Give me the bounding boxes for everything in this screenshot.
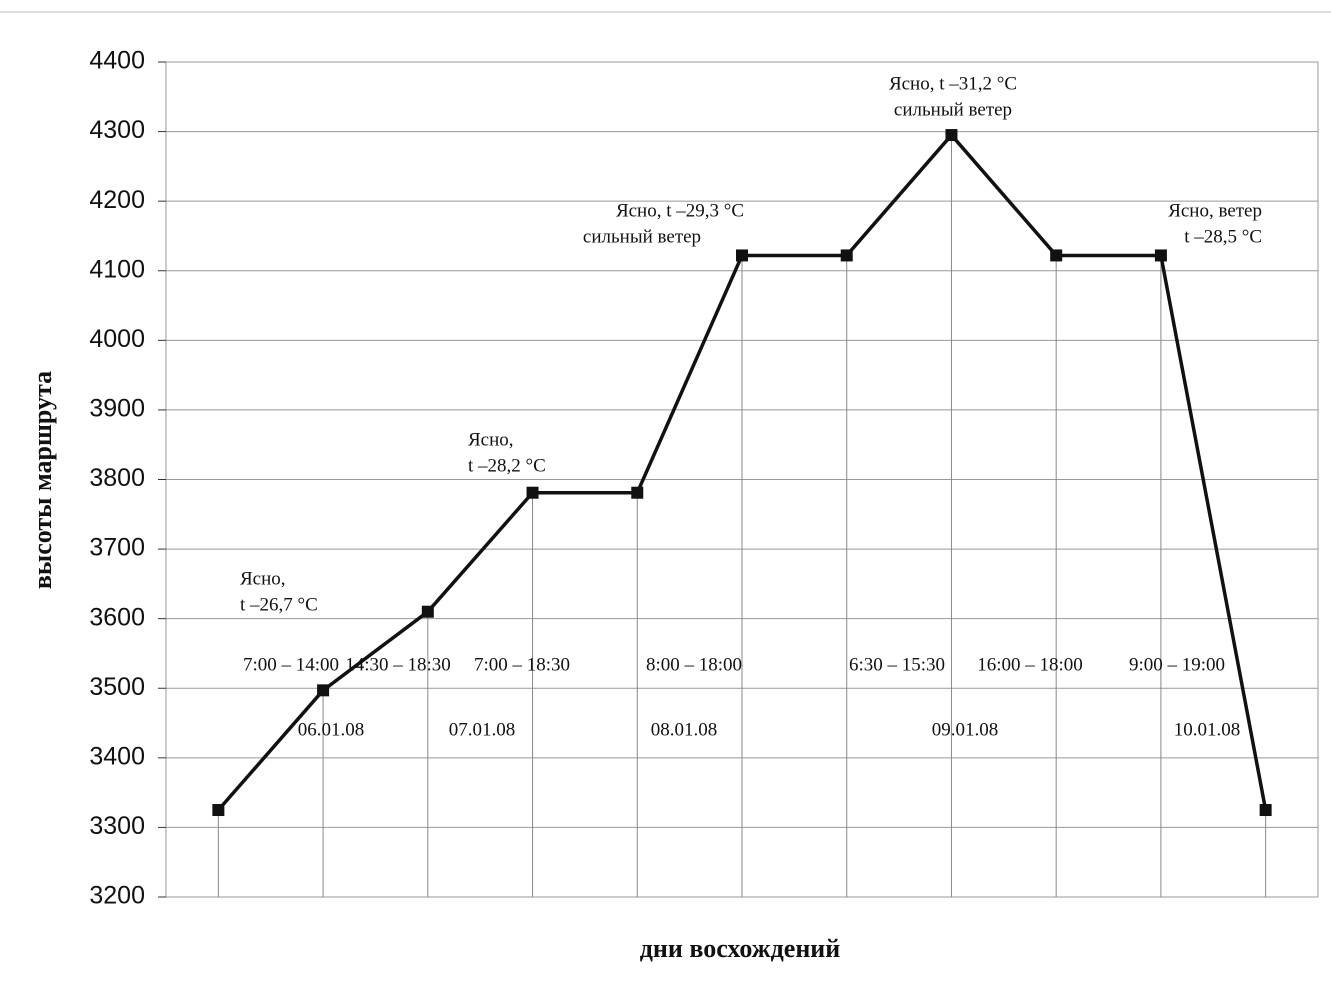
marker	[212, 804, 225, 817]
annotation: сильный ветер	[583, 226, 701, 247]
marker	[526, 486, 539, 499]
y-tick-label: 3400	[89, 742, 145, 770]
marker	[840, 249, 853, 262]
y-tick-label: 4000	[89, 325, 145, 353]
time-label: 9:00 – 19:00	[1129, 654, 1225, 675]
marker	[1050, 249, 1063, 262]
time-label: 16:00 – 18:00	[977, 654, 1083, 675]
date-label: 09.01.08	[932, 719, 999, 740]
marker	[317, 684, 330, 697]
y-tick-label: 3300	[89, 812, 145, 840]
date-label: 07.01.08	[449, 719, 516, 740]
marker	[421, 605, 434, 618]
y-tick-label: 3200	[89, 882, 145, 910]
y-tick-label: 4100	[89, 255, 145, 283]
annotation: Ясно, t –31,2 °C	[889, 73, 1017, 94]
annotation: Ясно, t –29,3 °C	[616, 200, 744, 221]
y-tick-label: 3800	[89, 464, 145, 492]
annotation: t –28,5 °C	[1184, 226, 1262, 247]
y-tick-label: 4400	[89, 47, 145, 75]
date-label: 08.01.08	[651, 719, 718, 740]
time-label: 14:30 – 18:30	[345, 654, 451, 675]
date-label: 06.01.08	[298, 719, 365, 740]
marker	[945, 129, 958, 142]
y-tick-label: 3700	[89, 534, 145, 562]
annotation: Ясно,	[240, 568, 286, 589]
y-tick-label: 4200	[89, 186, 145, 214]
y-tick-label: 3600	[89, 603, 145, 631]
time-label: 8:00 – 18:00	[646, 654, 742, 675]
annotation: Ясно,	[468, 429, 514, 450]
marker	[631, 486, 644, 499]
annotation: t –26,7 °C	[240, 594, 318, 615]
marker	[1259, 804, 1272, 817]
time-label: 7:00 – 18:30	[474, 654, 570, 675]
time-label: 7:00 – 14:00	[243, 654, 339, 675]
annotation: сильный ветер	[894, 99, 1012, 120]
y-tick-label: 3500	[89, 673, 145, 701]
y-axis-label: высоты маршрута	[28, 371, 57, 589]
annotation: t –28,2 °C	[468, 455, 546, 476]
y-tick-label: 3900	[89, 395, 145, 423]
time-label: 6:30 – 15:30	[849, 654, 945, 675]
marker	[736, 249, 748, 262]
x-axis-label: дни восхождений	[640, 934, 841, 963]
y-tick-label: 4300	[89, 116, 145, 144]
annotation: Ясно, ветер	[1168, 200, 1262, 221]
marker	[1154, 249, 1167, 262]
date-label: 10.01.08	[1174, 719, 1241, 740]
